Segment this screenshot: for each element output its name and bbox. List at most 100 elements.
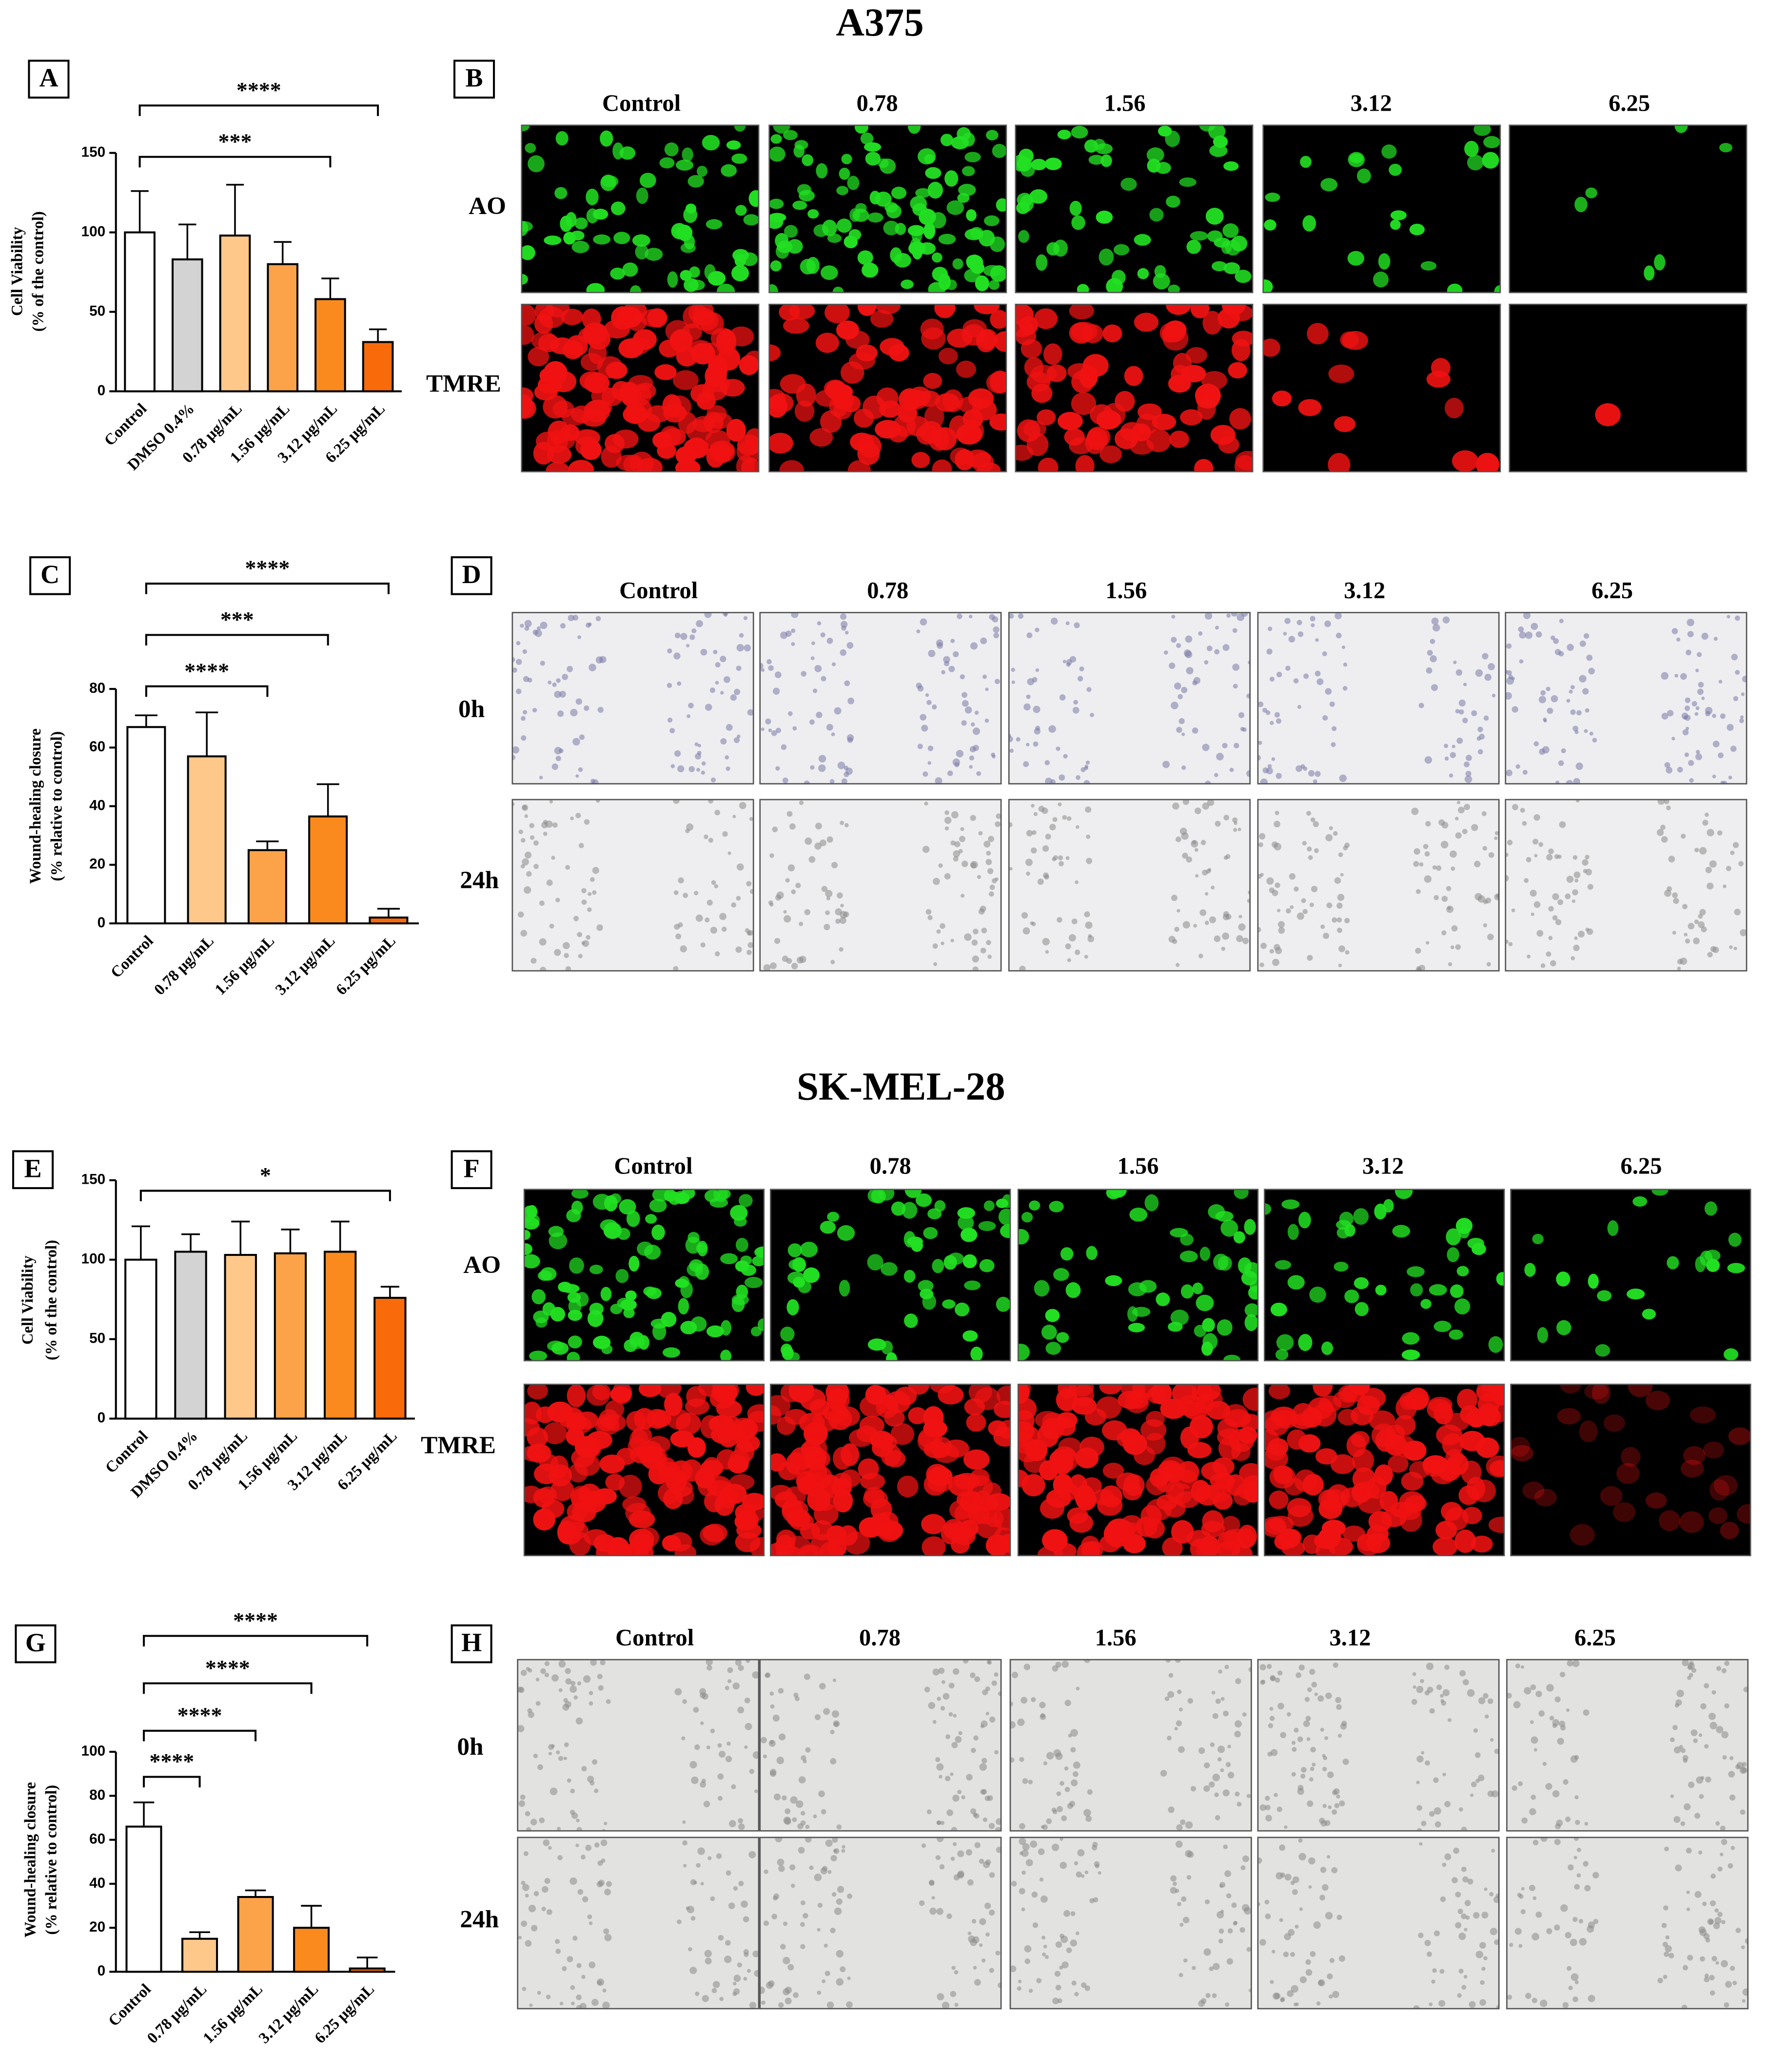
cell bbox=[1729, 1794, 1736, 1801]
cell bbox=[1442, 1862, 1447, 1867]
column-label: 6.25 bbox=[1574, 1624, 1616, 1651]
cell bbox=[705, 1957, 712, 1965]
cell bbox=[1286, 908, 1291, 914]
cell bbox=[881, 1444, 902, 1466]
cell bbox=[1681, 834, 1686, 839]
cell bbox=[1555, 781, 1560, 784]
cell bbox=[593, 234, 611, 245]
cell bbox=[1031, 158, 1047, 171]
cell bbox=[1547, 707, 1553, 714]
cell bbox=[1583, 1861, 1588, 1867]
cell bbox=[742, 252, 758, 266]
cell bbox=[835, 908, 842, 916]
cell bbox=[993, 1427, 1011, 1447]
cell bbox=[1015, 304, 1034, 325]
cell bbox=[1231, 235, 1248, 252]
cell bbox=[791, 612, 799, 618]
micrograph-content bbox=[1018, 1189, 1258, 1361]
cell bbox=[560, 424, 580, 441]
cell bbox=[690, 1316, 707, 1332]
cell bbox=[1420, 1679, 1424, 1683]
cell bbox=[1164, 650, 1168, 655]
cell bbox=[1510, 1445, 1533, 1462]
cell bbox=[662, 1535, 681, 1552]
cell bbox=[1732, 842, 1739, 848]
cell bbox=[687, 1231, 700, 1243]
cell bbox=[1021, 1849, 1029, 1857]
cell bbox=[1419, 1842, 1423, 1846]
column-label: 1.56 bbox=[1104, 90, 1146, 117]
cell bbox=[1269, 1516, 1294, 1532]
cell bbox=[1670, 1794, 1674, 1798]
cell bbox=[1600, 1486, 1623, 1506]
cell bbox=[1559, 619, 1564, 624]
cell bbox=[555, 131, 569, 146]
cell bbox=[1535, 631, 1542, 638]
cell bbox=[1415, 948, 1421, 954]
cell bbox=[1310, 1951, 1316, 1957]
panel-letter: B bbox=[466, 63, 483, 92]
bar bbox=[362, 341, 394, 392]
cell bbox=[1070, 1939, 1077, 1947]
cell bbox=[546, 1994, 551, 1999]
cell bbox=[1282, 1529, 1302, 1546]
cell bbox=[971, 939, 978, 946]
cell bbox=[1018, 1421, 1035, 1442]
bar bbox=[323, 1251, 357, 1420]
cell bbox=[1192, 840, 1196, 845]
cell bbox=[967, 1879, 974, 1886]
cell bbox=[625, 1290, 637, 1301]
cell bbox=[1084, 1408, 1107, 1426]
cell bbox=[961, 894, 965, 898]
cell bbox=[536, 626, 541, 630]
cell bbox=[1661, 712, 1668, 720]
cell bbox=[1030, 1840, 1038, 1848]
cell bbox=[1272, 958, 1279, 966]
cell bbox=[815, 332, 839, 353]
cell bbox=[957, 1850, 964, 1857]
cell bbox=[798, 1776, 806, 1784]
cell bbox=[1695, 706, 1700, 710]
cell bbox=[778, 1733, 786, 1740]
cell bbox=[781, 744, 787, 750]
cell bbox=[604, 1821, 608, 1825]
cell bbox=[878, 1189, 895, 1201]
cell bbox=[974, 1842, 981, 1848]
cell bbox=[1041, 1325, 1057, 1340]
cell bbox=[1701, 632, 1708, 640]
cell bbox=[1338, 945, 1346, 953]
cell bbox=[1700, 1703, 1706, 1710]
cell bbox=[554, 691, 561, 698]
cell bbox=[1448, 1718, 1451, 1722]
cell bbox=[594, 1788, 599, 1793]
cell bbox=[938, 348, 958, 365]
cell bbox=[890, 1423, 914, 1445]
cell bbox=[1050, 779, 1056, 784]
cell bbox=[739, 1194, 753, 1207]
cell bbox=[867, 1338, 886, 1351]
cell bbox=[1495, 1893, 1499, 1898]
cell bbox=[1060, 1247, 1074, 1261]
column-label: Control bbox=[619, 577, 698, 604]
cell bbox=[1070, 1747, 1076, 1753]
cell bbox=[1475, 452, 1499, 472]
cell bbox=[754, 1970, 759, 1977]
cell bbox=[1676, 1689, 1684, 1698]
cell bbox=[1334, 1261, 1349, 1272]
cell bbox=[1726, 723, 1734, 731]
cell bbox=[1045, 834, 1051, 840]
cell bbox=[1675, 1699, 1682, 1706]
micrograph-border bbox=[1257, 612, 1500, 785]
cell bbox=[1022, 1778, 1028, 1784]
cell bbox=[1176, 836, 1181, 842]
cell bbox=[718, 1796, 723, 1801]
cell bbox=[1540, 963, 1546, 968]
cell bbox=[1085, 1816, 1092, 1822]
cell bbox=[834, 707, 842, 715]
cell bbox=[1150, 1468, 1169, 1488]
cell bbox=[981, 1758, 987, 1764]
cell bbox=[945, 1734, 951, 1740]
cell bbox=[704, 834, 708, 840]
cell bbox=[1440, 1694, 1444, 1698]
cell bbox=[1728, 1771, 1735, 1778]
